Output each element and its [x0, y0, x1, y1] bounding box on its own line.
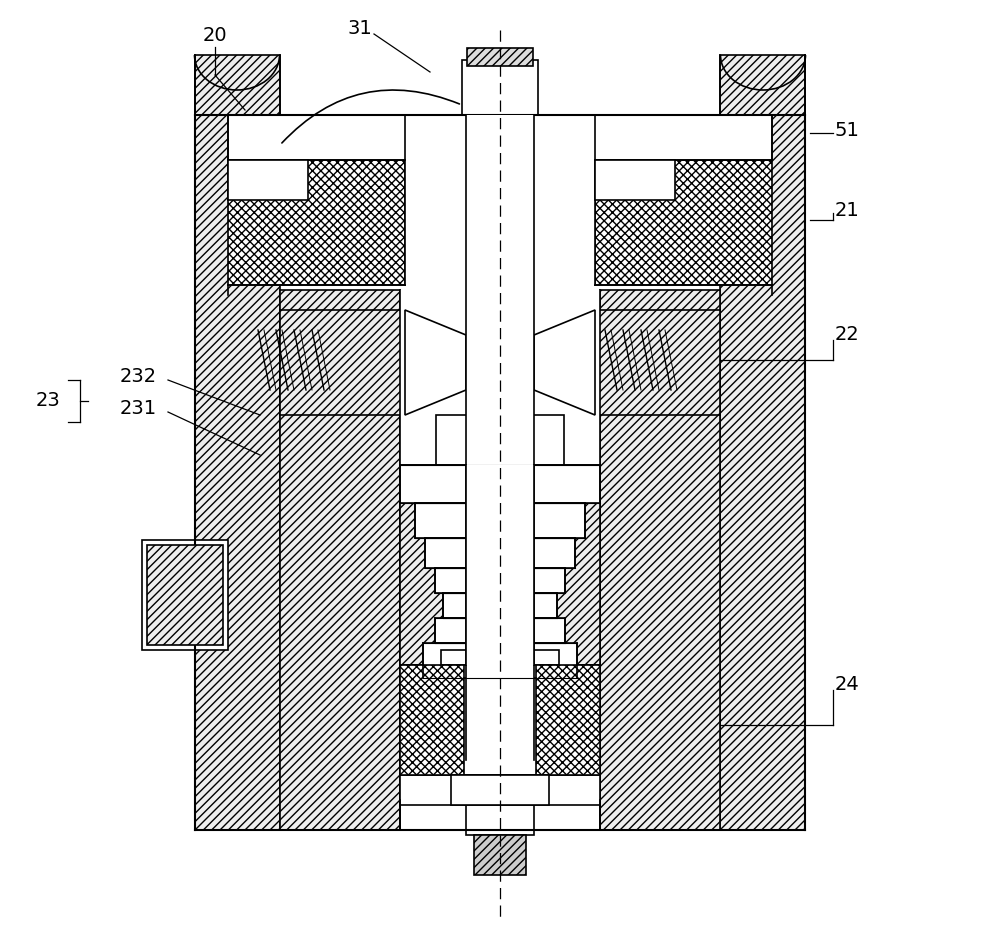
- Bar: [400, 290, 600, 830]
- Bar: [451, 775, 549, 805]
- Bar: [228, 160, 308, 200]
- Bar: [435, 618, 565, 643]
- Bar: [466, 465, 534, 665]
- Text: 23: 23: [36, 391, 60, 409]
- Bar: [435, 568, 565, 593]
- Bar: [536, 665, 600, 775]
- Polygon shape: [595, 310, 720, 415]
- Polygon shape: [400, 465, 600, 665]
- Bar: [147, 545, 223, 645]
- Polygon shape: [195, 115, 280, 830]
- Polygon shape: [534, 310, 595, 415]
- Text: 231: 231: [119, 398, 157, 418]
- Bar: [467, 48, 533, 66]
- Bar: [423, 643, 577, 678]
- Polygon shape: [280, 290, 400, 830]
- Bar: [142, 540, 228, 650]
- Polygon shape: [280, 310, 405, 415]
- Bar: [405, 115, 595, 285]
- Polygon shape: [720, 115, 805, 830]
- Bar: [474, 835, 526, 875]
- Bar: [228, 160, 405, 285]
- Bar: [436, 415, 564, 465]
- Bar: [443, 593, 557, 618]
- Bar: [425, 538, 575, 568]
- Bar: [595, 160, 675, 200]
- Bar: [400, 800, 600, 830]
- Bar: [400, 665, 600, 775]
- Text: 22: 22: [835, 326, 860, 344]
- Bar: [466, 115, 534, 765]
- Polygon shape: [600, 290, 720, 830]
- Bar: [400, 775, 600, 805]
- Text: 31: 31: [348, 19, 372, 38]
- Bar: [415, 503, 585, 538]
- Bar: [228, 115, 772, 160]
- Text: 232: 232: [119, 366, 157, 386]
- Bar: [280, 115, 720, 170]
- Polygon shape: [405, 310, 466, 415]
- Polygon shape: [720, 55, 805, 115]
- Bar: [441, 650, 559, 665]
- Text: 20: 20: [203, 25, 227, 44]
- Bar: [595, 160, 772, 285]
- Bar: [400, 665, 464, 775]
- Bar: [462, 60, 538, 118]
- Bar: [280, 115, 720, 830]
- Text: 24: 24: [835, 676, 860, 694]
- Text: 51: 51: [835, 120, 860, 139]
- Polygon shape: [195, 55, 280, 115]
- Bar: [400, 465, 600, 503]
- Bar: [466, 805, 534, 835]
- Text: 21: 21: [835, 200, 860, 219]
